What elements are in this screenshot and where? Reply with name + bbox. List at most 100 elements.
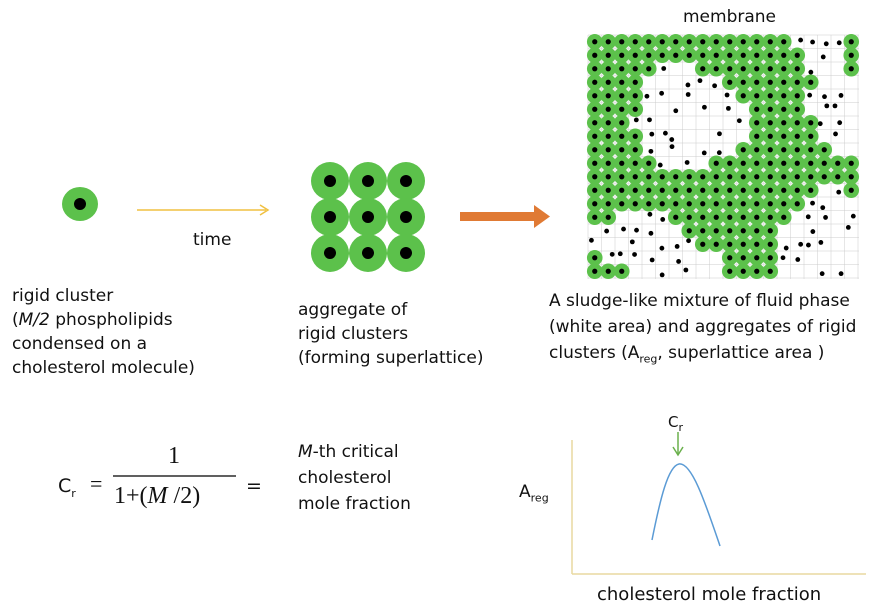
time-label: time <box>193 228 231 252</box>
cholesterol-dot <box>687 174 692 179</box>
cholesterol-dot <box>714 39 719 44</box>
cholesterol-dot <box>700 66 705 71</box>
cholesterol-dot <box>795 120 800 125</box>
free-cholesterol <box>824 103 829 108</box>
free-cholesterol <box>702 150 707 155</box>
cholesterol-dot <box>781 134 786 139</box>
free-cholesterol <box>717 150 722 155</box>
text: (M/2 phospholipids <box>12 308 173 332</box>
cholesterol-dot <box>754 255 759 260</box>
cholesterol-dot <box>700 201 705 206</box>
text: 1+(M /2) <box>114 484 200 508</box>
cholesterol-dot <box>714 174 719 179</box>
free-cholesterol <box>798 242 803 247</box>
cholesterol-dot <box>795 201 800 206</box>
free-cholesterol <box>659 91 664 96</box>
cholesterol-dot <box>619 201 624 206</box>
cholesterol-dot <box>808 120 813 125</box>
text: -th critical <box>313 442 399 462</box>
free-cholesterol <box>823 215 828 220</box>
free-cholesterol <box>658 163 663 168</box>
cholesterol-dot <box>606 174 611 179</box>
cholesterol-dot <box>592 147 597 152</box>
cholesterol-dot <box>700 228 705 233</box>
free-cholesterol <box>649 132 654 137</box>
cholesterol-dot <box>619 174 624 179</box>
free-cholesterol <box>810 201 815 206</box>
cholesterol-dot <box>700 39 705 44</box>
cholesterol-dot <box>781 66 786 71</box>
cholesterol-dot <box>808 161 813 166</box>
cholesterol-dot <box>741 147 746 152</box>
cholesterol-dot <box>795 107 800 112</box>
cholesterol-dot <box>324 175 336 187</box>
text: rigid cluster <box>12 284 113 308</box>
free-cholesterol <box>647 117 652 122</box>
cholesterol-dot <box>835 161 840 166</box>
cholesterol-dot <box>727 228 732 233</box>
free-cholesterol <box>702 105 707 110</box>
cholesterol-dot <box>727 39 732 44</box>
cholesterol-dot <box>700 53 705 58</box>
cholesterol-dot <box>768 53 773 58</box>
text: (forming superlattice) <box>298 346 483 370</box>
text: mole fraction <box>298 492 411 516</box>
free-cholesterol <box>686 238 691 243</box>
cholesterol-dot <box>768 66 773 71</box>
text: A sludge-like mixture of fluid phase <box>549 289 850 313</box>
free-cholesterol <box>726 106 731 111</box>
cholesterol-dot <box>754 120 759 125</box>
cholesterol-dot <box>619 188 624 193</box>
cholesterol-dot <box>633 147 638 152</box>
cholesterol-dot <box>714 201 719 206</box>
free-cholesterol <box>661 66 666 71</box>
cholesterol-dot <box>727 215 732 220</box>
cholesterol-dot <box>633 107 638 112</box>
cholesterol-dot <box>74 198 86 210</box>
cholesterol-dot <box>606 188 611 193</box>
free-cholesterol <box>670 144 675 149</box>
cholesterol-dot <box>400 175 412 187</box>
cholesterol-dot <box>592 39 597 44</box>
free-cholesterol <box>712 83 717 88</box>
cholesterol-dot <box>687 228 692 233</box>
cholesterol-dot <box>714 53 719 58</box>
process-arrow <box>460 212 536 221</box>
cholesterol-dot <box>795 174 800 179</box>
cholesterol-dot <box>633 134 638 139</box>
cholesterol-dot <box>795 188 800 193</box>
cholesterol-dot <box>808 174 813 179</box>
cholesterol-dot <box>606 120 611 125</box>
cholesterol-dot <box>741 242 746 247</box>
cholesterol-dot <box>592 66 597 71</box>
cholesterol-dot <box>741 201 746 206</box>
cholesterol-dot <box>727 188 732 193</box>
cholesterol-dot <box>592 161 597 166</box>
cholesterol-dot <box>741 269 746 274</box>
cholesterol-dot <box>741 39 746 44</box>
free-cholesterol <box>648 212 653 217</box>
text: = <box>246 474 262 498</box>
cholesterol-dot <box>741 255 746 260</box>
cholesterol-dot <box>781 53 786 58</box>
free-cholesterol <box>632 252 637 257</box>
cholesterol-dot <box>849 66 854 71</box>
free-cholesterol <box>685 160 690 165</box>
cholesterol-dot <box>781 39 786 44</box>
free-cholesterol <box>839 93 844 98</box>
membrane-lattice <box>587 34 859 279</box>
cholesterol-dot <box>606 53 611 58</box>
text: C <box>58 475 71 497</box>
free-cholesterol <box>810 40 815 45</box>
cholesterol-dot <box>741 93 746 98</box>
cholesterol-dot <box>673 174 678 179</box>
text: cholesterol molecule) <box>12 356 195 380</box>
cholesterol-dot <box>606 107 611 112</box>
cholesterol-dot <box>714 228 719 233</box>
text: r <box>678 421 683 434</box>
cholesterol-dot <box>606 134 611 139</box>
free-cholesterol <box>725 93 730 98</box>
cholesterol-dot <box>606 269 611 274</box>
cholesterol-dot <box>592 188 597 193</box>
cholesterol-dot <box>606 215 611 220</box>
